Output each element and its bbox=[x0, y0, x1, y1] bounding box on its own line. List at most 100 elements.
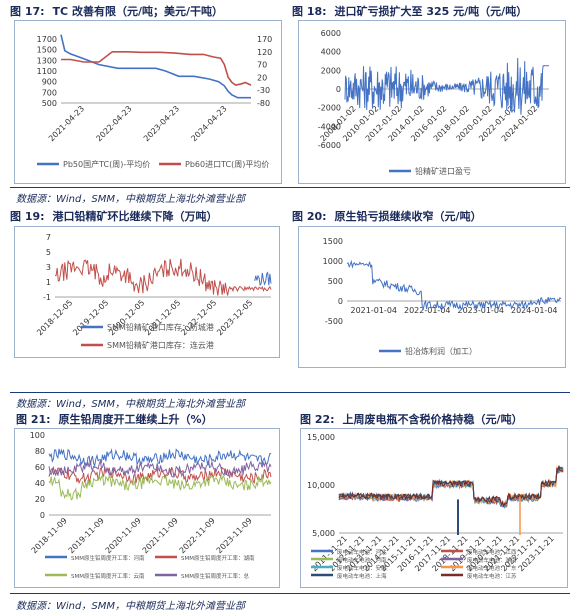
y-tick-label: 0 bbox=[40, 511, 45, 520]
legend-label: 废电动车电池：广东 bbox=[467, 564, 517, 572]
y-tick-label: 500 bbox=[328, 277, 343, 286]
y2-tick-label: -80 bbox=[257, 99, 270, 108]
y-tick-label: 2000 bbox=[321, 66, 341, 75]
x-tick-label: 2024-01-04 bbox=[511, 306, 558, 315]
y-tick-label: 7 bbox=[46, 233, 51, 242]
y-tick-label: -6000 bbox=[318, 141, 341, 150]
y-tick-label: 1 bbox=[46, 278, 51, 287]
y-tick-label: -500 bbox=[325, 317, 343, 326]
series-line bbox=[346, 259, 562, 311]
series-line bbox=[48, 448, 272, 468]
import-profit-chart: 6000400020000-2000-4000-60002008-01-0220… bbox=[318, 29, 549, 176]
y-tick-label: 1700 bbox=[37, 35, 57, 44]
y-tick-label: 1500 bbox=[37, 46, 57, 55]
y2-tick-label: 120 bbox=[257, 48, 272, 57]
x-tick-label: 2021-01-04 bbox=[351, 306, 398, 315]
chart-panel-21: 100 80 60 40 20 0 2018-11-09 2019-11-09 2020-11-… bbox=[14, 428, 280, 588]
y-tick-label: 1300 bbox=[37, 56, 57, 65]
x-tick-label: 2022-11-09 bbox=[178, 516, 217, 555]
series-line bbox=[344, 57, 549, 115]
y-tick-label: -1 bbox=[43, 293, 51, 302]
x-tick-label: 2022-01-04 bbox=[404, 306, 451, 315]
x-tick-label: 2019-12-05 bbox=[71, 298, 110, 337]
y-tick-label: 60 bbox=[35, 463, 45, 472]
legend-label: 废电动车电池：河北 bbox=[337, 548, 387, 556]
figure-17-title: 图 17: TC 改善有限（元/吨；美元/干吨） bbox=[10, 5, 223, 18]
chart-panel-17: 1700 1500 1300 1100 900 700 500 170 120 70 20 -30 -8… bbox=[14, 20, 282, 184]
y-tick-label: 5,000 bbox=[312, 529, 335, 538]
legend-label: 废电动车电池：湖南 bbox=[467, 556, 517, 564]
series-line bbox=[48, 459, 272, 478]
legend-label: Pb60进口TC(周)平均价 bbox=[185, 159, 269, 169]
divider bbox=[10, 187, 570, 188]
legend-label: Pb50国产TC(周)-平均价 bbox=[63, 159, 150, 169]
y2-tick-label: 20 bbox=[257, 73, 267, 82]
legend-label: SMM原生铅周度开工率：湖南 bbox=[181, 554, 255, 562]
series-line bbox=[48, 473, 272, 501]
legend-label: SMM铅精矿港口库存：防城港 bbox=[107, 322, 214, 332]
x-tick-label: 2024-04-23 bbox=[189, 104, 228, 143]
divider bbox=[10, 392, 570, 393]
y-tick-label: 500 bbox=[42, 99, 57, 108]
y-tick-label: 1000 bbox=[323, 257, 343, 266]
x-tick-label: 2023-11-09 bbox=[215, 516, 254, 555]
x-tick-label: 2023-04-23 bbox=[142, 104, 181, 143]
chart-panel-20: 1500 1000 500 0 -500 2021-01-04 2022-01-04 2023… bbox=[298, 226, 566, 368]
x-tick-label: 2021-04-23 bbox=[47, 104, 86, 143]
legend-label: 废电动车电池：上海 bbox=[337, 572, 387, 580]
y-tick-label: 80 bbox=[35, 447, 45, 456]
source-note: 数据源：Wind，SMM，中粮期货上海北外滩营业部 bbox=[16, 399, 245, 410]
x-tick-label: 2018-12-05 bbox=[35, 298, 74, 337]
operating-rate-chart: 100 80 60 40 20 02018-11-092019-11-092020-11-… bbox=[30, 431, 272, 580]
figure-18-title: 图 18: 进口矿亏损扩大至 325 元/吨（元/吨） bbox=[292, 5, 528, 18]
source-note: 数据源：Wind，SMM，中粮期货上海北外滩营业部 bbox=[16, 601, 245, 612]
y-tick-label: 0 bbox=[338, 297, 343, 306]
figure-19-title: 图 19: 港口铅精矿环比继续下降（万吨） bbox=[10, 210, 218, 223]
x-tick-label: 2023-01-04 bbox=[458, 306, 505, 315]
y-tick-label: 10,000 bbox=[307, 481, 335, 490]
legend-label: 废电动车电池：江西 bbox=[467, 548, 517, 556]
figure-22-title: 图 22: 上周废电瓶不含税价格持稳（元/吨） bbox=[300, 413, 523, 426]
chart-panel-18: 6000 4000 2000 0 -2000 -4000 -6000 2008-01-02 20… bbox=[298, 20, 566, 184]
figure-20-title: 图 20: 原生铅亏损继续收窄（元/吨） bbox=[292, 210, 482, 223]
scrap-battery-chart: 15,00010,0005,0002011-11-212012-11-21201… bbox=[307, 433, 564, 580]
legend-label: SMM原生铅周度开工率：总 bbox=[181, 572, 249, 580]
y2-tick-label: 70 bbox=[257, 61, 267, 70]
y-tick-label: 4000 bbox=[321, 48, 341, 57]
legend-label: 废电动车电池：河南 bbox=[337, 556, 387, 564]
series-line bbox=[338, 464, 564, 508]
series-line bbox=[48, 465, 272, 485]
y2-tick-label: 170 bbox=[257, 35, 272, 44]
series-line bbox=[55, 258, 272, 296]
divider bbox=[10, 593, 570, 594]
x-tick-label: 2018-11-09 bbox=[30, 516, 69, 555]
y-tick-label: 1500 bbox=[323, 237, 343, 246]
series-line bbox=[254, 271, 272, 287]
series-line bbox=[338, 466, 564, 509]
legend-label: SMM原生铅周度开工率：河南 bbox=[71, 554, 145, 562]
legend-label: 废电动车电池：江苏 bbox=[467, 572, 517, 580]
legend-label: 废电动车电池：安徽 bbox=[337, 564, 387, 572]
legend-label: 铅冶炼利润（加工） bbox=[405, 346, 477, 356]
y-tick-label: 20 bbox=[35, 495, 45, 504]
x-tick-label: 2023-12-05 bbox=[215, 298, 254, 337]
series-line bbox=[61, 51, 252, 86]
chart-panel-19: 7 5 3 1 -1 2018-12-05 2019-12-05 2020-12-05 2021… bbox=[14, 226, 280, 358]
series-line bbox=[60, 34, 251, 99]
x-tick-label: 2020-11-09 bbox=[104, 516, 143, 555]
y-tick-label: 100 bbox=[30, 431, 45, 440]
y-tick-label: -2000 bbox=[318, 104, 341, 113]
y-tick-label: -4000 bbox=[318, 122, 341, 131]
y-tick-label: 15,000 bbox=[307, 433, 335, 442]
legend-label: 铅精矿进口盈亏 bbox=[415, 166, 471, 176]
source-note: 数据源：Wind，SMM，中粮期货上海北外滩营业部 bbox=[16, 194, 245, 205]
y-tick-label: 0 bbox=[336, 85, 341, 94]
y-tick-label: 1100 bbox=[37, 67, 57, 76]
y-tick-label: 3 bbox=[46, 263, 51, 272]
smelting-profit-chart: 1500 1000 500 0 -500 2021-01-04 2022-01-04 2023… bbox=[323, 237, 562, 356]
y-tick-label: 40 bbox=[35, 479, 45, 488]
legend-label: SMM铅精矿港口库存：连云港 bbox=[107, 340, 214, 350]
figure-21-title: 图 21: 原生铅周度开工继续上升（%） bbox=[16, 413, 213, 426]
y-tick-label: 5 bbox=[46, 248, 51, 257]
